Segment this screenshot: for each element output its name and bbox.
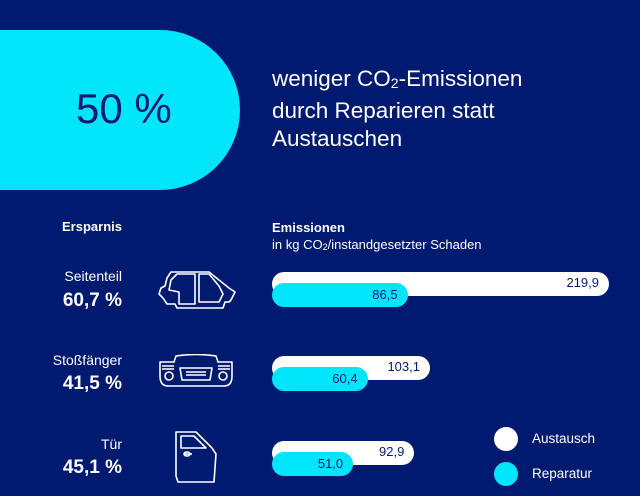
savings-header: Ersparnis bbox=[62, 219, 122, 234]
row-label-seitenteil: Seitenteil bbox=[64, 268, 122, 284]
headline-line-2: durch Reparieren statt bbox=[272, 98, 495, 123]
unit-text: /instandgesetzter Schaden bbox=[327, 237, 482, 252]
legend-label-replace: Austausch bbox=[532, 431, 596, 446]
car-bumper-icon bbox=[159, 354, 233, 387]
emissions-unit: in kg CO2/instandgesetzter Schaden bbox=[272, 236, 482, 256]
bar-repair-seitenteil: 86,5 bbox=[272, 283, 408, 307]
bar-label-replace: 103,1 bbox=[387, 359, 420, 374]
row-savings-seitenteil: 60,7 % bbox=[62, 290, 122, 311]
bar-label-replace: 219,9 bbox=[566, 275, 599, 290]
row-savings-tuer: 45,1 % bbox=[62, 457, 122, 478]
bar-repair-tuer: 51,0 bbox=[272, 452, 354, 476]
emissions-header: Emissionen in kg CO2/instandgesetzter Sc… bbox=[272, 219, 482, 256]
hero-highlight bbox=[0, 30, 240, 190]
bar-label-repair: 51,0 bbox=[317, 456, 344, 471]
bar-repair-stossfaenger: 60,4 bbox=[272, 367, 368, 391]
row-savings-stossfaenger: 41,5 % bbox=[62, 373, 122, 394]
bar-label-repair: 60,4 bbox=[332, 371, 358, 386]
hero-value: 50 % bbox=[76, 85, 172, 132]
legend-swatch-replace bbox=[494, 427, 518, 451]
car-door-icon bbox=[175, 431, 217, 483]
headline-subscript: 2 bbox=[390, 75, 399, 91]
unit-subscript: 2 bbox=[322, 242, 328, 252]
legend-label-repair: Reparatur bbox=[532, 466, 593, 481]
bar-label-replace: 92,9 bbox=[379, 444, 405, 459]
car-side-panel-icon bbox=[158, 271, 236, 309]
legend-swatch-repair bbox=[494, 462, 518, 486]
headline-text: -Emissionen bbox=[398, 66, 523, 91]
headline-line-3: Austauschen bbox=[272, 126, 403, 151]
headline-text: weniger CO bbox=[272, 66, 391, 91]
row-label-stossfaenger: Stoßfänger bbox=[52, 352, 122, 368]
headline: weniger CO2-Emissionen durch Reparieren … bbox=[272, 65, 522, 153]
row-label-tuer: Tür bbox=[101, 436, 122, 452]
emissions-title: Emissionen bbox=[272, 220, 345, 235]
bar-label-repair: 86,5 bbox=[372, 287, 398, 302]
unit-text: in kg CO bbox=[272, 237, 323, 252]
